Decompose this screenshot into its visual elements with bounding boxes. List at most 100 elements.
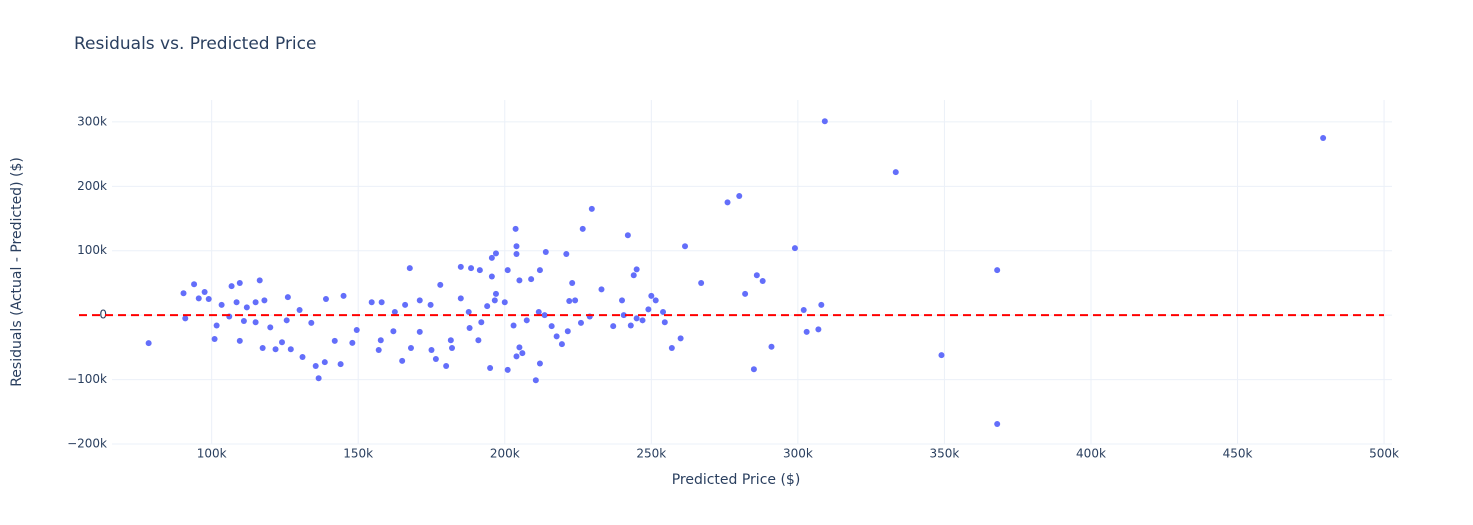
point [513,353,520,360]
point [337,361,344,368]
point [1320,135,1327,142]
point [465,308,472,315]
point [236,337,243,344]
point [331,337,338,344]
point [416,297,423,304]
point [569,279,576,286]
point [645,306,652,313]
x-tick-label: 400k [1076,447,1106,461]
y-tick-label: 200k [77,179,107,193]
point [668,345,675,352]
y-tick-label: 100k [77,243,107,257]
point [536,360,543,367]
point [535,308,542,315]
point [648,292,655,299]
point [449,345,456,352]
point [205,296,212,303]
point [315,375,322,382]
point [391,308,398,315]
point [579,225,586,232]
point [478,319,485,326]
point [279,339,286,346]
x-axis-title: Predicted Price ($) [672,472,801,488]
point [427,301,434,308]
point [252,319,259,326]
point [892,169,899,176]
point [377,337,384,344]
point [402,301,409,308]
y-axis-title: Residuals (Actual - Predicted) ($) [9,157,25,387]
point [791,245,798,252]
point [267,324,274,331]
point [321,359,328,366]
point [487,364,494,371]
x-tick-label: 300k [783,447,813,461]
point [349,339,356,346]
point [182,315,189,322]
point [287,346,294,353]
point [501,299,508,306]
point [416,328,423,335]
point [542,249,549,256]
point [815,326,822,333]
point [240,317,247,324]
point [677,335,684,342]
point [443,363,450,370]
point [516,277,523,284]
point [340,292,347,299]
point [994,421,1001,428]
point [390,328,397,335]
point [468,265,475,272]
point [759,278,766,285]
point [368,299,375,306]
point [466,325,473,332]
point [994,267,1001,274]
point [682,243,689,250]
point [566,297,573,304]
point [513,250,520,257]
point [437,281,444,288]
point [536,267,543,274]
point [510,322,517,329]
point [753,272,760,279]
point [633,315,640,322]
point [803,328,810,335]
point [283,317,290,324]
point [261,297,268,304]
point [564,328,571,335]
point [504,267,511,274]
point [512,225,519,232]
x-tick-label: 450k [1223,447,1253,461]
point [180,290,187,297]
point [519,350,526,357]
point [272,346,279,353]
point [598,286,605,293]
point [491,297,498,304]
point [504,366,511,373]
point [572,297,579,304]
x-tick-label: 250k [636,447,666,461]
x-tick-label: 350k [929,447,959,461]
point [619,297,626,304]
point [353,326,360,333]
point [308,319,315,326]
point [407,345,414,352]
point [488,273,495,280]
point [588,205,595,212]
point [821,118,828,125]
point [513,243,520,250]
point [201,288,208,295]
point [191,281,198,288]
point [378,299,385,306]
point [488,254,495,261]
point [724,199,731,206]
point [661,319,668,326]
point [563,250,570,257]
point [447,337,454,344]
x-tick-label: 200k [490,447,520,461]
chart-title: Residuals vs. Predicted Price [74,34,316,54]
point [211,335,218,342]
